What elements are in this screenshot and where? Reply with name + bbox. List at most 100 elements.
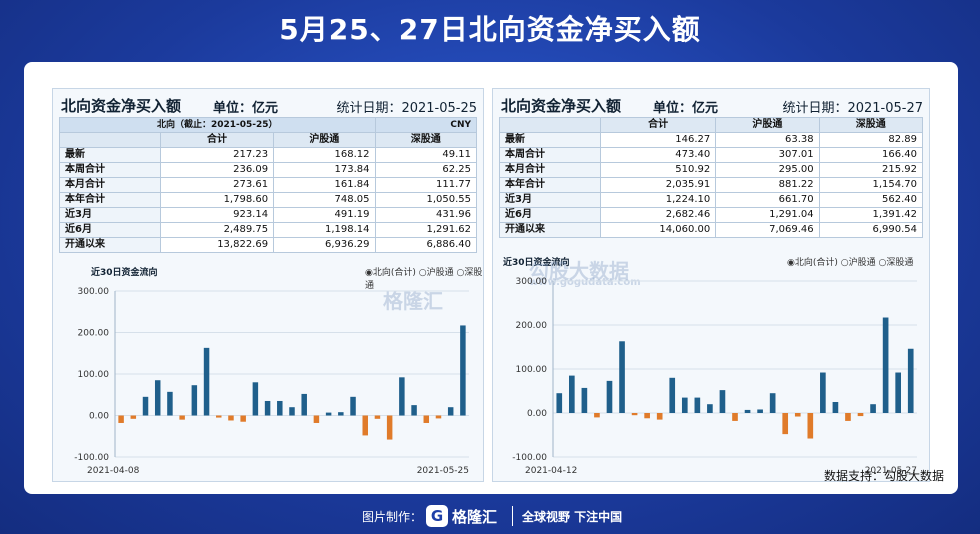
legend-radio-selected-icon[interactable]: ◉ (365, 268, 373, 278)
table-cell: 63.38 (715, 132, 820, 148)
table-cell: 295.00 (715, 162, 820, 178)
table-header-blank (499, 117, 601, 133)
bar (769, 393, 776, 413)
bar (130, 415, 137, 419)
table-cell: 62.25 (374, 162, 478, 178)
table-cell: 1,198.14 (273, 222, 376, 238)
bar (732, 413, 738, 421)
watermark-url: www.gogudata.com (529, 277, 641, 288)
legend-radio-selected-icon[interactable]: ◉ (787, 258, 795, 268)
table-cell: 6,886.40 (374, 237, 478, 253)
bar (794, 413, 801, 417)
bar (154, 380, 161, 416)
panel-title: 北向资金净买入额 (501, 97, 622, 115)
table-header: 合计 (599, 117, 717, 133)
page-title: 5月25、27日北向资金净买入额 (279, 13, 701, 46)
table-cell: 49.11 (374, 147, 478, 163)
table-row: 本月合计 273.61 161.84 111.77 (59, 177, 478, 193)
legend-radio-icon[interactable]: ○ (878, 258, 887, 268)
table-header-blank (59, 132, 161, 148)
y-tick-label: 300.00 (516, 277, 548, 287)
row-label: 本月合计 (59, 177, 161, 193)
bar (362, 415, 368, 436)
currency-label: CNY (374, 117, 478, 133)
row-label: 本年合计 (59, 192, 161, 208)
legend-radio-icon[interactable]: ○ (840, 258, 849, 268)
table-cell: 82.89 (818, 132, 924, 148)
table-body: 最新 146.27 63.38 82.89 本周合计 473.40 307.01 166.40… (499, 132, 924, 238)
table-header: 沪股通 (715, 117, 820, 133)
legend-radio-icon[interactable]: ○ (456, 268, 465, 278)
bar (669, 377, 676, 413)
bar (411, 405, 417, 416)
y-tick-label: 0.00 (527, 409, 547, 419)
bar (757, 409, 763, 413)
bar (289, 407, 295, 416)
table-cell: 923.14 (159, 207, 275, 223)
bar (386, 415, 393, 440)
bar (399, 377, 405, 416)
table-cell: 13,822.69 (159, 237, 275, 253)
bar (907, 348, 914, 413)
panel-right: 北向资金净买入额 单位：亿元 统计日期：2021-05-27 合计 沪股通 深股… (492, 88, 930, 482)
legend-item: 深股通 (365, 268, 483, 291)
bar (191, 385, 198, 416)
table-cell: 1,798.60 (159, 192, 275, 208)
table-header: 深股通 (818, 117, 924, 133)
table-row: 最新 146.27 63.38 82.89 (499, 132, 924, 148)
made-by-label: 图片制作： (362, 510, 423, 524)
table-row: 本月合计 510.92 295.00 215.92 (499, 162, 924, 178)
row-label: 近6月 (499, 207, 601, 223)
table-row: 近6月 2,489.75 1,198.14 1,291.62 (59, 222, 478, 238)
data-table: 合计 沪股通 深股通 最新 146.27 63.38 82.89 本周合计 473.40 3… (499, 117, 924, 238)
bar (228, 415, 234, 421)
table-cell: 748.05 (273, 192, 376, 208)
y-tick-label: 100.00 (78, 370, 110, 380)
bar-chart: 300.00 200.00 100.00 0.00 -100.00 2021-04-12 2… (512, 277, 917, 476)
bar (857, 413, 864, 417)
table-cell: 14,060.00 (599, 222, 717, 238)
bar (606, 380, 613, 413)
bar (447, 407, 454, 416)
table-header: 合计 (159, 132, 275, 148)
table-cell: 431.96 (374, 207, 478, 223)
table-row: 开通以来 14,060.00 7,069.46 6,990.54 (499, 222, 924, 238)
table-cell: 7,069.46 (715, 222, 820, 238)
bar (277, 400, 283, 416)
table-cell: 1,224.10 (599, 192, 717, 208)
table-subheader: 北向（截止：2021-05-25） (59, 117, 376, 133)
table-body: 最新 217.23 168.12 49.11 本周合计 236.09 173.84 62.25… (59, 147, 478, 253)
table-cell: 510.92 (599, 162, 717, 178)
bar (118, 415, 124, 423)
bar-chart: 300.00 200.00 100.00 0.00 -100.00 2021-04-08 2… (74, 287, 469, 476)
legend-radio-icon[interactable]: ○ (418, 268, 427, 278)
table-row: 近6月 2,682.46 1,291.04 1,391.42 (499, 207, 924, 223)
row-label: 开通以来 (499, 222, 601, 238)
table-cell: 217.23 (159, 147, 275, 163)
bar (656, 413, 663, 420)
table-cell: 661.70 (715, 192, 820, 208)
bar (594, 413, 600, 418)
bar (832, 402, 839, 413)
row-label: 开通以来 (59, 237, 161, 253)
x-tick-label: 2021-05-27 (865, 466, 917, 476)
table-cell: 491.19 (273, 207, 376, 223)
bar (325, 412, 332, 416)
bar (423, 415, 430, 423)
row-label: 本年合计 (499, 177, 601, 193)
bar (179, 415, 185, 420)
x-tick-label: 2021-05-25 (417, 466, 469, 476)
table-row: 本周合计 236.09 173.84 62.25 (59, 162, 478, 178)
slogan: 全球视野 下注中国 (522, 510, 623, 524)
data-table: 北向（截止：2021-05-25） CNY 合计 沪股通 深股通 最新 217.2… (59, 117, 478, 253)
table-header: 沪股通 (273, 132, 376, 148)
table-row: 本年合计 2,035.91 881.22 1,154.70 (499, 177, 924, 193)
table-cell: 146.27 (599, 132, 717, 148)
chart-title: 近30日资金流向 (91, 268, 158, 278)
bar (203, 347, 210, 416)
table-cell: 1,050.55 (374, 192, 478, 208)
table-cell: 881.22 (715, 177, 820, 193)
chart-legend: ◉北向(合计) ○沪股通 ○深股通 (365, 265, 483, 291)
bar (719, 390, 726, 413)
bar (556, 393, 563, 413)
